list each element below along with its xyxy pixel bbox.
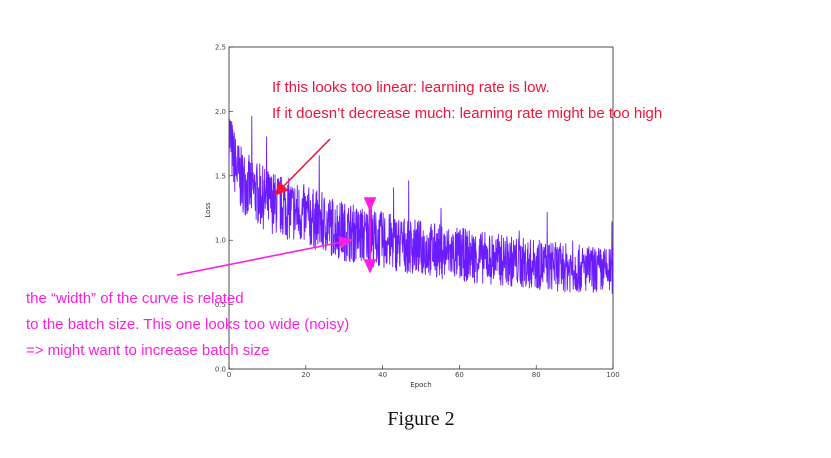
x-axis-label: Epoch [410, 381, 431, 389]
y-tick-label: 2.0 [215, 108, 226, 116]
annotation-magenta: the “width” of the curve is related to t… [26, 197, 377, 359]
x-tick-label: 0 [227, 371, 231, 379]
x-tick-label: 40 [378, 371, 387, 379]
y-tick-label: 1.0 [215, 237, 226, 245]
y-tick-label: 2.5 [215, 44, 226, 52]
loss-series [228, 115, 614, 294]
y-tick-label: 0.5 [215, 301, 226, 309]
annotation-red-arrow [273, 138, 331, 197]
annotation-red: If this looks too linear: learning rate … [272, 79, 662, 197]
y-tick-label: 1.5 [215, 172, 226, 180]
figure-caption: Figure 2 [387, 408, 454, 430]
y-tick-label: 0.0 [215, 366, 226, 374]
annotation-red-line-2: If it doesn’t decrease much: learning ra… [272, 105, 662, 122]
annotation-magenta-line-3: => might want to increase batch size [26, 342, 269, 359]
annotation-magenta-line-2: to the batch size. This one looks too wi… [26, 316, 349, 333]
x-axis-ticks: 0 20 40 60 80 100 [227, 365, 620, 379]
annotation-magenta-line-1: the “width” of the curve is related [26, 290, 244, 307]
annotation-red-line-1: If this looks too linear: learning rate … [272, 79, 550, 96]
annotation-magenta-arrow [176, 236, 354, 276]
plot-frame [228, 46, 614, 370]
loss-line [228, 115, 614, 294]
x-tick-label: 100 [606, 371, 619, 379]
y-axis-ticks: 0.0 0.5 1.0 1.5 2.0 2.5 [215, 44, 233, 374]
x-tick-label: 60 [455, 371, 464, 379]
x-tick-label: 80 [532, 371, 541, 379]
y-axis-label: Loss [204, 202, 212, 218]
x-tick-label: 20 [301, 371, 310, 379]
